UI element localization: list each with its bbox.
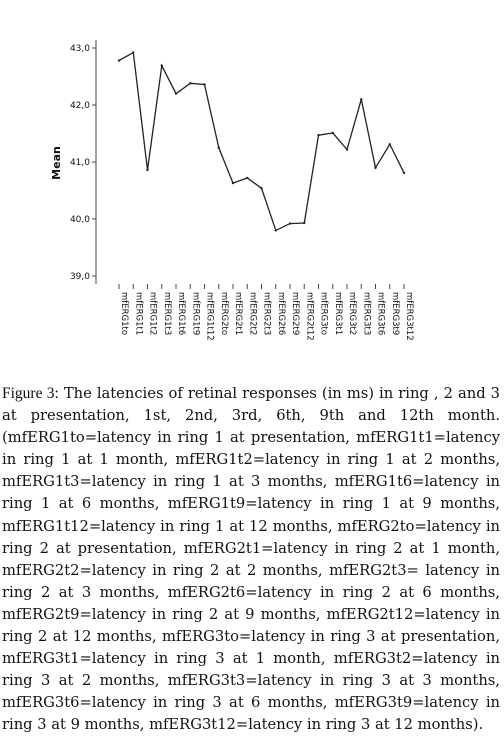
data-point bbox=[374, 166, 377, 169]
x-tick-label: mfERG3t3 bbox=[361, 292, 371, 335]
data-point bbox=[402, 171, 406, 175]
y-tick-label: 40,0 bbox=[70, 215, 90, 225]
data-point bbox=[117, 59, 121, 62]
data-point bbox=[189, 82, 192, 85]
x-tick-label: mfERG3t2 bbox=[347, 292, 357, 335]
chart-svg: 43,0 42,0 41,0 40,0 39,0 Mean mfERG1to mfERG1t1… bbox=[50, 40, 414, 341]
y-tick-label: 39,0 bbox=[70, 272, 90, 282]
data-point bbox=[217, 146, 220, 149]
data-point bbox=[231, 181, 235, 185]
figure-caption: Figure 3: The latencies of retinal respo… bbox=[2, 383, 500, 737]
x-tick-label: mfERG2t1 bbox=[233, 292, 243, 335]
x-tick-label: mfERG3t1 bbox=[333, 292, 343, 335]
x-tick-label: mfERG2t2 bbox=[247, 292, 257, 335]
x-tick-label: mfERG2t9 bbox=[290, 292, 300, 335]
x-tick-label: mfERG3to bbox=[319, 292, 329, 335]
data-point bbox=[360, 98, 363, 101]
x-tick-label: mfERG1t1 bbox=[133, 292, 143, 335]
x-tick-label: mfERG3t6 bbox=[376, 292, 386, 335]
data-point bbox=[203, 83, 206, 86]
line-chart: 43,0 42,0 41,0 40,0 39,0 Mean mfERG1to mfERG1t1… bbox=[50, 40, 414, 341]
x-tick-label: mfERG1t12 bbox=[205, 292, 215, 341]
data-point bbox=[317, 134, 320, 137]
data-point bbox=[331, 131, 334, 135]
data-point bbox=[274, 229, 277, 232]
x-tick-label: mfERG3t9 bbox=[390, 292, 400, 335]
x-tick-label: mfERG1t2 bbox=[148, 292, 158, 335]
caption-label: Figure 3: bbox=[2, 385, 59, 402]
x-tick-label: mfERG1t9 bbox=[190, 292, 200, 335]
y-tick-label: 43,0 bbox=[70, 44, 90, 54]
x-tick-label: mfERG1to bbox=[119, 292, 129, 335]
x-tick-label: mfERG1t6 bbox=[176, 292, 186, 335]
data-point bbox=[174, 92, 178, 95]
data-point bbox=[288, 222, 292, 225]
x-tick-label: mfERG1t3 bbox=[162, 292, 172, 335]
data-point bbox=[146, 168, 149, 172]
y-tick-label: 42,0 bbox=[70, 101, 90, 111]
data-point bbox=[345, 148, 349, 151]
y-axis-label: Mean bbox=[50, 146, 63, 180]
y-tick-label: 41,0 bbox=[70, 158, 90, 168]
data-point bbox=[246, 176, 249, 180]
data-point bbox=[132, 51, 135, 54]
x-tick-label: mfERG2to bbox=[219, 292, 229, 335]
series-line bbox=[118, 51, 405, 232]
x-tick-label: mfERG2t12 bbox=[304, 292, 314, 341]
x-tick-label: mfERG3t12 bbox=[404, 292, 414, 341]
data-point bbox=[388, 143, 391, 146]
x-tick-label: mfERG2t6 bbox=[276, 292, 286, 335]
caption-text: The latencies of retinal responses (in m… bbox=[2, 385, 500, 734]
data-point bbox=[160, 64, 163, 67]
data-point bbox=[303, 221, 306, 225]
data-point bbox=[260, 187, 263, 190]
x-tick-label: mfERG2t3 bbox=[262, 292, 272, 335]
